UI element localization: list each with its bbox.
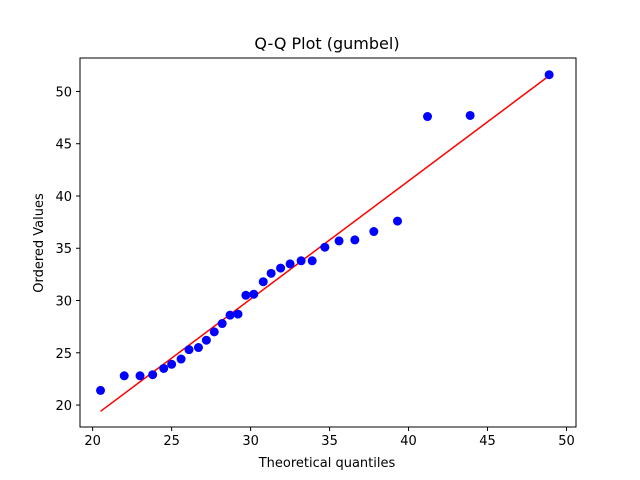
data-point bbox=[544, 70, 554, 80]
data-point bbox=[167, 359, 177, 369]
y-tick-label: 50 bbox=[55, 85, 72, 100]
y-tick-label: 45 bbox=[55, 138, 72, 153]
x-axis-label: Theoretical quantiles bbox=[258, 456, 396, 471]
data-point bbox=[423, 112, 433, 122]
data-point bbox=[209, 327, 219, 337]
data-point bbox=[320, 242, 330, 252]
data-point bbox=[184, 345, 194, 355]
data-point bbox=[285, 259, 295, 269]
data-point bbox=[176, 354, 186, 364]
data-point bbox=[193, 343, 203, 353]
data-point bbox=[233, 309, 243, 319]
data-point bbox=[465, 110, 475, 120]
data-point bbox=[266, 268, 276, 278]
y-axis-label: Ordered Values bbox=[32, 193, 47, 293]
x-tick-label: 30 bbox=[242, 434, 259, 449]
data-point bbox=[119, 371, 129, 381]
data-point bbox=[350, 235, 360, 245]
y-tick-label: 40 bbox=[55, 190, 72, 205]
data-point bbox=[96, 385, 106, 395]
x-tick-label: 40 bbox=[400, 434, 417, 449]
data-point bbox=[217, 319, 227, 329]
data-point bbox=[258, 277, 268, 287]
y-tick-label: 30 bbox=[55, 295, 72, 310]
x-tick-label: 50 bbox=[558, 434, 575, 449]
y-tick-label: 35 bbox=[55, 242, 72, 257]
data-point bbox=[159, 363, 169, 373]
data-point bbox=[296, 256, 306, 266]
chart-title: Q-Q Plot (gumbel) bbox=[254, 34, 399, 53]
axes-frame bbox=[79, 57, 577, 428]
x-tick-label: 20 bbox=[84, 434, 101, 449]
data-point bbox=[225, 310, 235, 320]
y-tick-label: 25 bbox=[55, 347, 72, 362]
plot-area: 20 25 30 35 40 45 50 20 25 30 35 40 45 50 bbox=[55, 57, 577, 449]
x-tick-label: 25 bbox=[163, 434, 180, 449]
data-point bbox=[249, 289, 259, 299]
data-point bbox=[135, 371, 145, 381]
data-point bbox=[369, 227, 379, 237]
y-tick-label: 20 bbox=[55, 399, 72, 414]
data-point bbox=[393, 216, 403, 226]
data-point bbox=[307, 256, 317, 266]
data-point bbox=[148, 370, 158, 380]
data-point bbox=[334, 236, 344, 246]
data-point bbox=[276, 263, 286, 273]
x-tick-label: 45 bbox=[479, 434, 496, 449]
data-point bbox=[241, 290, 251, 300]
x-tick-label: 35 bbox=[321, 434, 338, 449]
data-point bbox=[201, 335, 211, 345]
